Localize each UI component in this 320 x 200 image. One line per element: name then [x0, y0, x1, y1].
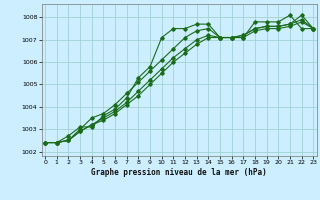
X-axis label: Graphe pression niveau de la mer (hPa): Graphe pression niveau de la mer (hPa)	[91, 168, 267, 177]
